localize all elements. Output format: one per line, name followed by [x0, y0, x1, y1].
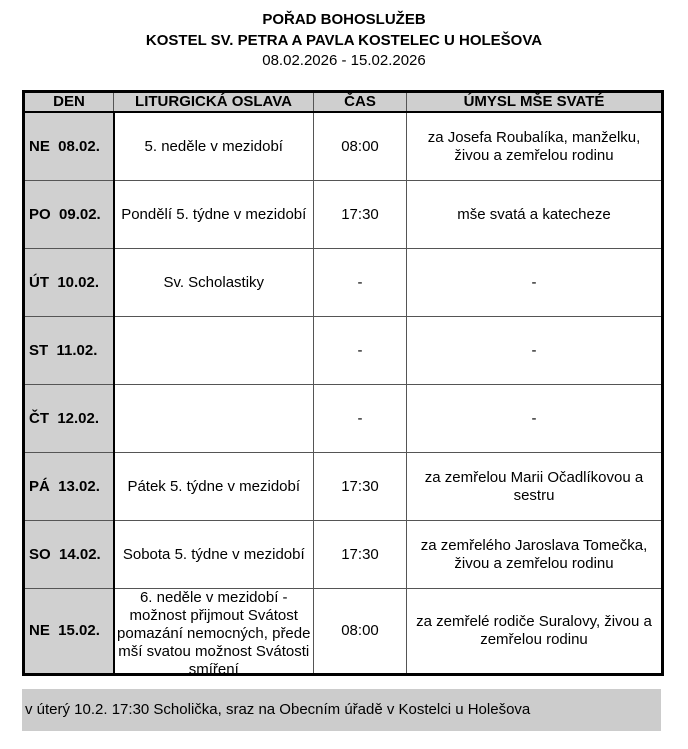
day-cell: PÁ 13.02.	[23, 452, 115, 521]
announcement-note: v úterý 10.2. 17:30 Scholička, sraz na O…	[22, 689, 661, 731]
intention-cell: mše svatá a katecheze	[406, 180, 663, 249]
day-cell: NE 15.02.	[23, 588, 115, 675]
column-header-celebration: LITURGICKÁ OSLAVA	[113, 91, 314, 113]
day-cell: PO 09.02.	[23, 180, 115, 249]
table-row: ÚT 10.02. Sv. Scholastiky - -	[23, 248, 663, 317]
intention-cell: za zemřelé rodiče Suralovy, živou a zemř…	[406, 588, 663, 675]
column-header-time: ČAS	[313, 91, 407, 113]
intention-cell: -	[406, 248, 663, 317]
intention-cell: -	[406, 384, 663, 453]
table-row: NE 08.02. 5. neděle v mezidobí 08:00 za Jos…	[23, 111, 663, 181]
day-cell: ST 11.02.	[23, 316, 115, 385]
celebration-cell	[113, 316, 314, 385]
time-cell: -	[313, 384, 407, 453]
time-cell: 17:30	[313, 180, 407, 249]
table-row: NE 15.02. 6. neděle v mezidobí - možnost …	[23, 588, 663, 675]
date-range: 08.02.2026 - 15.02.2026	[262, 52, 426, 69]
celebration-cell: Pátek 5. týdne v mezidobí	[113, 452, 314, 521]
day-cell: NE 08.02.	[23, 111, 115, 181]
time-cell: 08:00	[313, 111, 407, 181]
intention-cell: -	[406, 316, 663, 385]
celebration-cell: 5. neděle v mezidobí	[113, 111, 314, 181]
schedule-table: DEN LITURGICKÁ OSLAVA ČAS ÚMYSL MŠE SVAT…	[22, 90, 664, 676]
table-row: ČT 12.02. - -	[23, 384, 663, 453]
intention-cell: za zemřelého Jaroslava Tomečka, živou a …	[406, 520, 663, 589]
day-cell: SO 14.02.	[23, 520, 115, 589]
time-cell: -	[313, 316, 407, 385]
celebration-cell	[113, 384, 314, 453]
celebration-cell: 6. neděle v mezidobí - možnost přijmout …	[113, 588, 314, 675]
intention-cell: za Josefa Roubalíka, manželku, živou a z…	[406, 111, 663, 181]
time-cell: 08:00	[313, 588, 407, 675]
page-title: POŘAD BOHOSLUŽEB	[262, 11, 426, 28]
table-row: ST 11.02. - -	[23, 316, 663, 385]
intention-cell: za zemřelou Marii Očadlíkovou a sestru	[406, 452, 663, 521]
time-cell: -	[313, 248, 407, 317]
column-header-day: DEN	[23, 91, 114, 113]
table-row: PO 09.02. Pondělí 5. týdne v mezidobí 17:3…	[23, 180, 663, 249]
church-name: KOSTEL SV. PETRA A PAVLA KOSTELEC U HOLE…	[145, 32, 543, 49]
time-cell: 17:30	[313, 452, 407, 521]
column-header-intention: ÚMYSL MŠE SVATÉ	[406, 91, 663, 113]
celebration-cell: Sobota 5. týdne v mezidobí	[113, 520, 314, 589]
celebration-cell: Pondělí 5. týdne v mezidobí	[113, 180, 314, 249]
table-row: PÁ 13.02. Pátek 5. týdne v mezidobí 17:30 z…	[23, 452, 663, 521]
day-cell: ÚT 10.02.	[23, 248, 115, 317]
table-header-row: DEN LITURGICKÁ OSLAVA ČAS ÚMYSL MŠE SVAT…	[23, 91, 663, 113]
celebration-text: 6. neděle v mezidobí - možnost přijmout …	[117, 589, 311, 674]
day-cell: ČT 12.02.	[23, 384, 115, 453]
table-row: SO 14.02. Sobota 5. týdne v mezidobí 17:30…	[23, 520, 663, 589]
time-cell: 17:30	[313, 520, 407, 589]
celebration-cell: Sv. Scholastiky	[113, 248, 314, 317]
